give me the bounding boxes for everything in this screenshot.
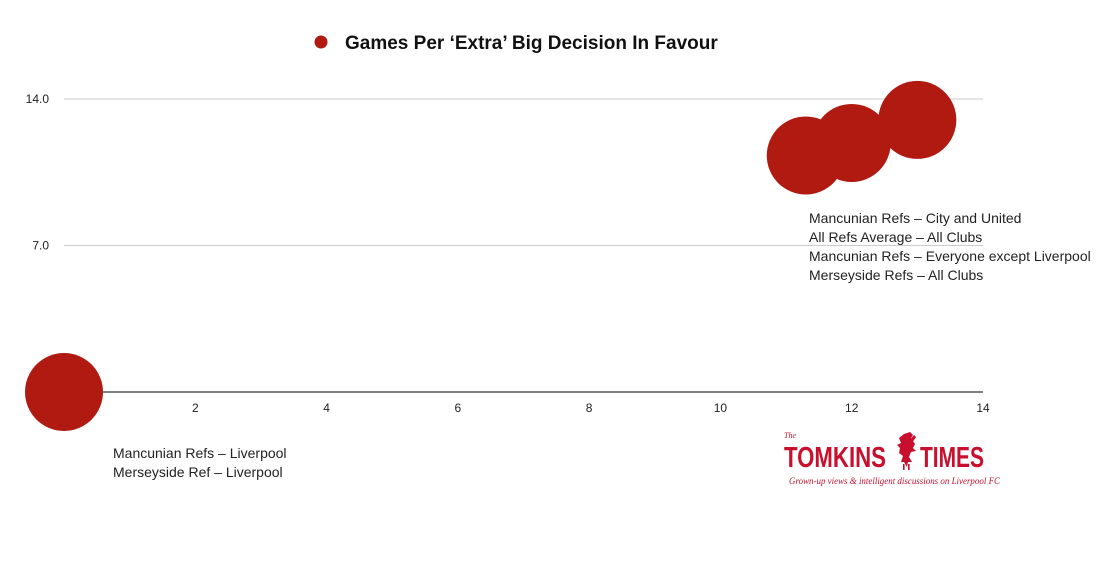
data-point	[812, 103, 891, 182]
x-tick-label: 14	[976, 401, 990, 415]
annotation-line: Mancunian Refs – Everyone except Liverpo…	[809, 248, 1091, 264]
x-tick-label: 2	[192, 401, 199, 415]
annotation-line: Merseyside Refs – All Clubs	[809, 267, 983, 283]
legend: Games Per ‘Extra’ Big Decision In Favour	[314, 33, 718, 54]
y-axis-ticks: 7.0 14.0	[26, 92, 50, 253]
x-tick-label: 6	[455, 401, 462, 415]
data-point	[878, 80, 957, 159]
annotation-line: Merseyside Ref – Liverpool	[113, 464, 283, 480]
data-point	[25, 353, 103, 431]
data-points	[25, 80, 957, 431]
x-axis-ticks: 2 4 6 8 10 12 14	[192, 401, 990, 415]
grid-lines	[64, 98, 983, 246]
logo-tagline: Grown-up views & intelligent discussions…	[789, 476, 1001, 486]
annotation-high-group: Mancunian Refs – City and United All Ref…	[809, 210, 1091, 283]
x-tick-label: 12	[845, 401, 859, 415]
logo-word-tomkins: TOMKINS	[784, 442, 886, 474]
logo-word-times: TIMES	[920, 442, 984, 474]
annotation-line: All Refs Average – All Clubs	[809, 229, 982, 245]
logo-the: The	[784, 431, 796, 440]
y-tick-label: 14.0	[26, 92, 50, 106]
liverbird-icon	[897, 432, 916, 470]
x-tick-label: 4	[323, 401, 330, 415]
chart-title: Games Per ‘Extra’ Big Decision In Favour	[345, 33, 718, 54]
x-tick-label: 10	[714, 401, 728, 415]
x-tick-label: 8	[586, 401, 593, 415]
legend-marker	[314, 35, 328, 49]
tomkins-times-logo: The TOMKINS TIMES Grown-up views & intel…	[784, 431, 1001, 486]
y-tick-label: 7.0	[32, 239, 49, 253]
annotation-line: Mancunian Refs – Liverpool	[113, 445, 287, 461]
annotation-line: Mancunian Refs – City and United	[809, 210, 1021, 226]
annotation-low-group: Mancunian Refs – Liverpool Merseyside Re…	[113, 445, 287, 480]
